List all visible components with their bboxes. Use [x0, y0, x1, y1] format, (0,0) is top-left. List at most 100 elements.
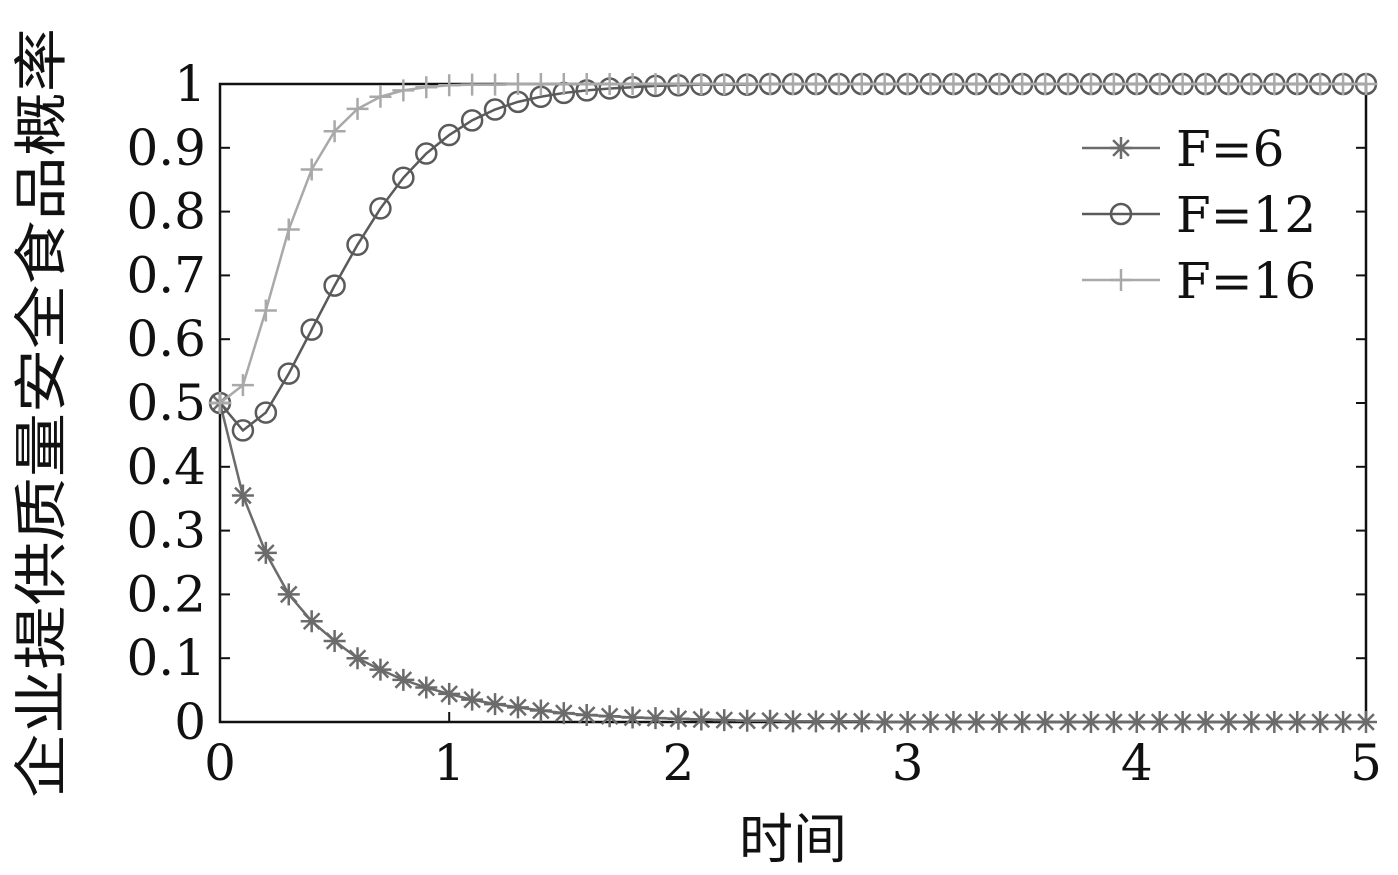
asterisk-marker — [873, 711, 896, 733]
plus-marker — [621, 73, 644, 95]
asterisk-marker — [804, 710, 827, 733]
plus-marker — [1079, 73, 1102, 95]
asterisk-marker — [1286, 711, 1309, 733]
plus-marker — [1011, 73, 1034, 95]
asterisk-marker — [1217, 711, 1240, 733]
plus-marker — [1355, 73, 1377, 95]
x-tick-label: 1 — [433, 734, 465, 792]
y-tick-label: 0.8 — [126, 183, 206, 241]
x-tick-label: 2 — [662, 734, 694, 792]
plus-marker — [552, 73, 575, 95]
plus-marker — [1263, 73, 1286, 95]
plus-marker — [1057, 73, 1080, 95]
asterisk-marker — [759, 709, 782, 732]
plot-frame — [218, 82, 1368, 724]
plus-marker — [1034, 73, 1057, 95]
legend: F=6 F=12 F=16 — [1082, 120, 1316, 310]
plus-marker — [529, 73, 552, 95]
asterisk-marker — [1148, 711, 1171, 733]
plus-marker — [300, 158, 323, 181]
asterisk-marker — [690, 708, 713, 731]
asterisk-marker — [346, 647, 369, 670]
y-axis-title: 企业提供质量安全食品概率 — [10, 28, 73, 798]
plus-marker — [1171, 73, 1194, 95]
asterisk-marker — [1240, 711, 1263, 733]
plus-marker — [942, 73, 965, 95]
axes: 0 0.1 0.20.3 0.4 0.5 0.6 0.70.8 0.9 1 0 1 2 3 4 5 — [126, 55, 1381, 792]
asterisk-marker — [850, 710, 873, 733]
asterisk-marker — [621, 706, 644, 729]
y-tick-label: 0.6 — [126, 310, 206, 368]
y-tick-label: 0.9 — [126, 119, 206, 177]
asterisk-marker — [1194, 711, 1217, 733]
asterisk-marker — [644, 707, 667, 730]
asterisk-marker — [231, 484, 254, 507]
plus-marker — [415, 76, 438, 99]
plus-marker — [1332, 73, 1355, 95]
plus-marker — [1102, 73, 1125, 95]
circle-marker — [460, 109, 484, 132]
legend-label: F=6 — [1176, 120, 1284, 178]
asterisk-marker — [896, 711, 919, 733]
plus-marker — [1194, 73, 1217, 95]
plus-marker — [919, 73, 942, 95]
plus-marker — [736, 73, 759, 95]
y-tick-label: 0.3 — [126, 502, 206, 560]
plus-marker — [759, 73, 782, 95]
circle-marker — [392, 166, 415, 190]
plus-marker — [1125, 73, 1148, 95]
asterisk-marker — [598, 705, 621, 728]
plus-marker — [231, 374, 254, 397]
plus-marker — [873, 73, 896, 95]
y-tick-label: 0.2 — [126, 565, 206, 623]
asterisk-marker — [484, 693, 507, 716]
asterisk-marker — [782, 710, 804, 733]
plus-marker — [598, 73, 621, 95]
asterisk-marker — [942, 711, 965, 733]
plus-marker — [896, 73, 919, 95]
plus-marker — [965, 73, 988, 95]
x-axis-title: 时间 — [739, 808, 847, 871]
plus-marker — [346, 97, 369, 120]
asterisk-marker — [1011, 711, 1034, 733]
asterisk-marker — [1171, 711, 1194, 733]
plus-marker — [690, 73, 713, 95]
circle-marker — [1109, 202, 1133, 226]
asterisk-marker — [506, 696, 529, 719]
asterisk-marker — [1110, 137, 1132, 159]
asterisk-marker — [1125, 711, 1148, 733]
asterisk-marker — [575, 703, 598, 726]
y-tick-label: 0.4 — [126, 438, 206, 496]
plus-marker — [323, 120, 346, 143]
asterisk-marker — [988, 711, 1011, 733]
series-1 — [209, 392, 1377, 733]
series-3 — [209, 73, 1377, 414]
asterisk-marker — [369, 658, 392, 681]
asterisk-marker — [529, 699, 552, 722]
plus-marker — [575, 73, 598, 95]
asterisk-marker — [323, 629, 346, 652]
series-layer — [208, 72, 1378, 733]
asterisk-marker — [415, 676, 438, 699]
circle-marker — [437, 123, 461, 147]
series-line — [218, 402, 1366, 724]
plus-marker — [782, 73, 804, 95]
asterisk-marker — [1309, 711, 1332, 733]
plus-marker — [804, 73, 827, 95]
plus-marker — [644, 73, 667, 95]
asterisk-marker — [1263, 711, 1286, 733]
asterisk-marker — [438, 682, 461, 705]
legend-entry: F=16 — [1082, 252, 1316, 310]
legend-entry: F=6 — [1082, 120, 1284, 178]
y-tick-label: 0.5 — [126, 374, 206, 432]
circle-marker — [254, 401, 278, 424]
y-tick-label: 0 — [174, 693, 206, 751]
asterisk-marker — [667, 707, 690, 730]
circle-marker — [323, 274, 346, 297]
circle-marker — [277, 362, 301, 385]
plus-marker — [1309, 73, 1332, 95]
plus-marker — [1240, 73, 1263, 95]
asterisk-marker — [277, 583, 300, 606]
plus-marker — [506, 73, 529, 95]
